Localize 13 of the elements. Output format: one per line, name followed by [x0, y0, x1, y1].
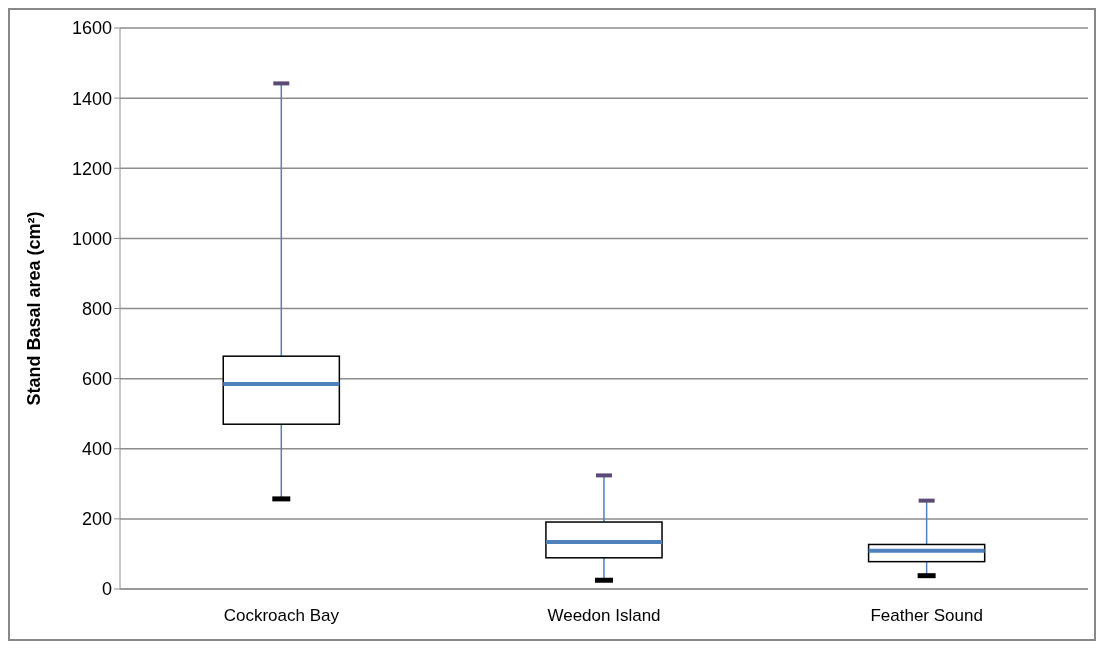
y-axis-title: Stand Basal area (cm²) — [24, 211, 45, 406]
x-tick-label: Feather Sound — [870, 606, 983, 626]
x-tick-label: Cockroach Bay — [223, 606, 340, 626]
y-tick-label: 1600 — [71, 18, 112, 39]
y-tick-label: 600 — [81, 369, 112, 390]
x-tick-label: Weedon Island — [547, 606, 661, 626]
y-tick-label: 1000 — [71, 228, 112, 249]
y-tick-label: 1400 — [71, 88, 112, 109]
y-tick-label: 1200 — [71, 158, 112, 179]
y-tick-label: 400 — [81, 439, 112, 460]
y-tick-label: 800 — [81, 298, 112, 319]
y-tick-label: 0 — [101, 579, 112, 600]
y-tick-label: 200 — [81, 509, 112, 530]
